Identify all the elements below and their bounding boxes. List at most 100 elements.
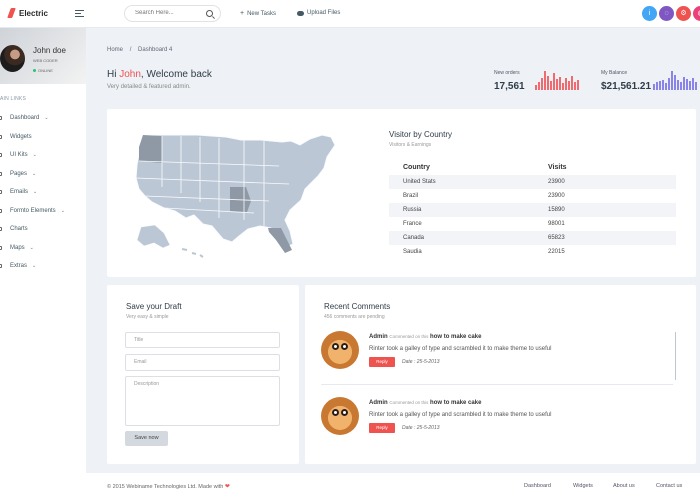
breadcrumb: Home / Dashboard 4 [107, 47, 177, 53]
comment-author[interactable]: Admin [369, 334, 388, 340]
sidebar-item-ui-kits[interactable]: UI Kits ⌄ [0, 146, 86, 165]
sidebar-nav: Dashboard ⌄ Widgets UI Kits ⌄ Pages ⌄ Email… [0, 109, 86, 276]
comment-author[interactable]: Admin [369, 400, 388, 406]
sidebar-item-dashboard[interactable]: Dashboard ⌄ [0, 109, 86, 128]
sparkline-bar [574, 82, 576, 90]
country-table: Country Visits United Stats 23900 Brazil 2… [389, 160, 676, 259]
user-first-name: John [119, 69, 141, 80]
email-icon [0, 190, 2, 195]
sidebar-item-pages[interactable]: Pages ⌄ [0, 165, 86, 184]
sparkline-bar [665, 83, 667, 90]
footer-link-about[interactable]: About us [613, 483, 635, 489]
sparkline-bar [683, 77, 685, 90]
chevron-down-icon: ⌄ [29, 244, 34, 251]
sidebar-item-emails[interactable]: Emails ⌄ [0, 183, 86, 202]
sparkline-bar [535, 85, 537, 90]
reply-button[interactable]: Reply [369, 423, 395, 433]
comment-topic[interactable]: how to make cake [430, 334, 482, 340]
dashboard-icon [0, 116, 2, 121]
sparkline-bar [680, 82, 682, 90]
table-row: France 98001 [403, 221, 565, 227]
sparkline-bar [662, 80, 664, 90]
upload-files-link[interactable]: Upload Files [297, 10, 340, 16]
chat-icon[interactable]: ◌ [659, 6, 674, 21]
table-row: United Stats 23900 [389, 175, 676, 189]
alaska-map [136, 224, 171, 249]
sidebar-item-charts[interactable]: Charts [0, 220, 86, 239]
visitors-title: Visitor by Country [389, 130, 452, 139]
comments-scrollbar[interactable] [675, 332, 676, 380]
search-icon[interactable] [206, 10, 213, 17]
footer: © 2015 Webiname Technologies Ltd. Made w… [86, 473, 700, 500]
comments-subtitle: 456 comments are pending [324, 314, 385, 320]
brand-logo[interactable]: Electric [8, 8, 48, 18]
sparkline-bar [692, 78, 694, 90]
sparkline-bar [568, 81, 570, 90]
profile-name: John doe [33, 46, 66, 55]
page-title: Hi John, Welcome back [107, 69, 212, 80]
user-profile: John doe WEB CODER ONLINE [0, 28, 86, 84]
top-navbar: Electric + New Tasks Upload Files i ◌ ⚙ … [0, 0, 700, 28]
balance-sparkline [653, 70, 697, 90]
comment-item: Admin Commented on this how to make cake… [321, 331, 670, 375]
recent-comments-card: Recent Comments 456 comments are pending… [305, 285, 696, 464]
comment-topic[interactable]: how to make cake [430, 400, 482, 406]
form-icon [0, 208, 2, 213]
sidebar-item-maps[interactable]: Maps ⌄ [0, 239, 86, 258]
comment-text: Rinter took a galley of type and scrambl… [369, 412, 552, 418]
app-icon[interactable]: ◍ [693, 6, 700, 21]
menu-toggle-icon[interactable] [75, 10, 84, 17]
chevron-down-icon: ⌄ [32, 170, 37, 177]
sparkline-bar [656, 82, 658, 90]
sidebar-item-forms[interactable]: Formto Elements ⌄ [0, 202, 86, 221]
avatar[interactable] [0, 45, 25, 72]
sparkline-bar [553, 73, 555, 90]
sparkline-bar [671, 71, 673, 90]
sparkline-bar [550, 81, 552, 90]
info-icon[interactable]: i [642, 6, 657, 21]
copyright: © 2015 Webiname Technologies Ltd. Made w… [107, 484, 230, 490]
comment-divider [321, 384, 673, 385]
save-now-button[interactable]: Save now [125, 431, 168, 446]
footer-link-contact[interactable]: Contact us [656, 483, 683, 489]
page-subtitle: Very detailed & featured admin. [107, 84, 191, 90]
table-row: Brazil 23900 [403, 193, 565, 199]
cloud-upload-icon [297, 10, 304, 16]
search-input[interactable] [135, 10, 205, 16]
draft-subtitle: Very easy & simple [126, 314, 169, 320]
chart-icon [0, 227, 2, 232]
table-row: Canada 65823 [389, 231, 676, 245]
sidebar-section-title: AIN LINKS [0, 96, 26, 102]
hawaii-map [181, 248, 204, 258]
visitors-subtitle: Visitors & Earnings [389, 142, 432, 148]
footer-link-widgets[interactable]: Widgets [573, 483, 593, 489]
title-field[interactable]: Title [125, 332, 280, 348]
table-header: Country Visits [403, 164, 567, 171]
description-field[interactable]: Description [125, 376, 280, 426]
sparkline-bar [686, 79, 688, 90]
sidebar-item-widgets[interactable]: Widgets [0, 128, 86, 147]
new-tasks-link[interactable]: + New Tasks [240, 10, 276, 17]
chevron-down-icon: ⌄ [44, 115, 49, 122]
breadcrumb-home[interactable]: Home [107, 47, 124, 53]
footer-link-dashboard[interactable]: Dashboard [524, 483, 551, 489]
email-field[interactable]: Email [125, 354, 280, 371]
sparkline-bar [674, 75, 676, 90]
online-dot-icon [33, 69, 36, 72]
sparkline-bar [677, 80, 679, 90]
sparkline-bar [565, 78, 567, 90]
reply-button[interactable]: Reply [369, 357, 395, 367]
table-row: Saudia 22015 [403, 249, 565, 255]
washington-oregon-highlight [139, 135, 162, 163]
sidebar-item-extras[interactable]: Extras ⌄ [0, 257, 86, 276]
usa-map[interactable] [119, 129, 364, 259]
visitor-map-card: Visitor by Country Visitors & Earnings C… [107, 109, 696, 277]
sparkline-bar [695, 82, 697, 90]
balance-stat: My Balance $21,561.21 [601, 70, 652, 92]
sparkline-bar [653, 84, 655, 90]
new-orders-stat: New orders 17,561 [494, 70, 525, 92]
sparkline-bar [547, 76, 549, 90]
table-row: Russia 15890 [389, 203, 676, 217]
settings-icon[interactable]: ⚙ [676, 6, 691, 21]
sparkline-bar [659, 81, 661, 90]
